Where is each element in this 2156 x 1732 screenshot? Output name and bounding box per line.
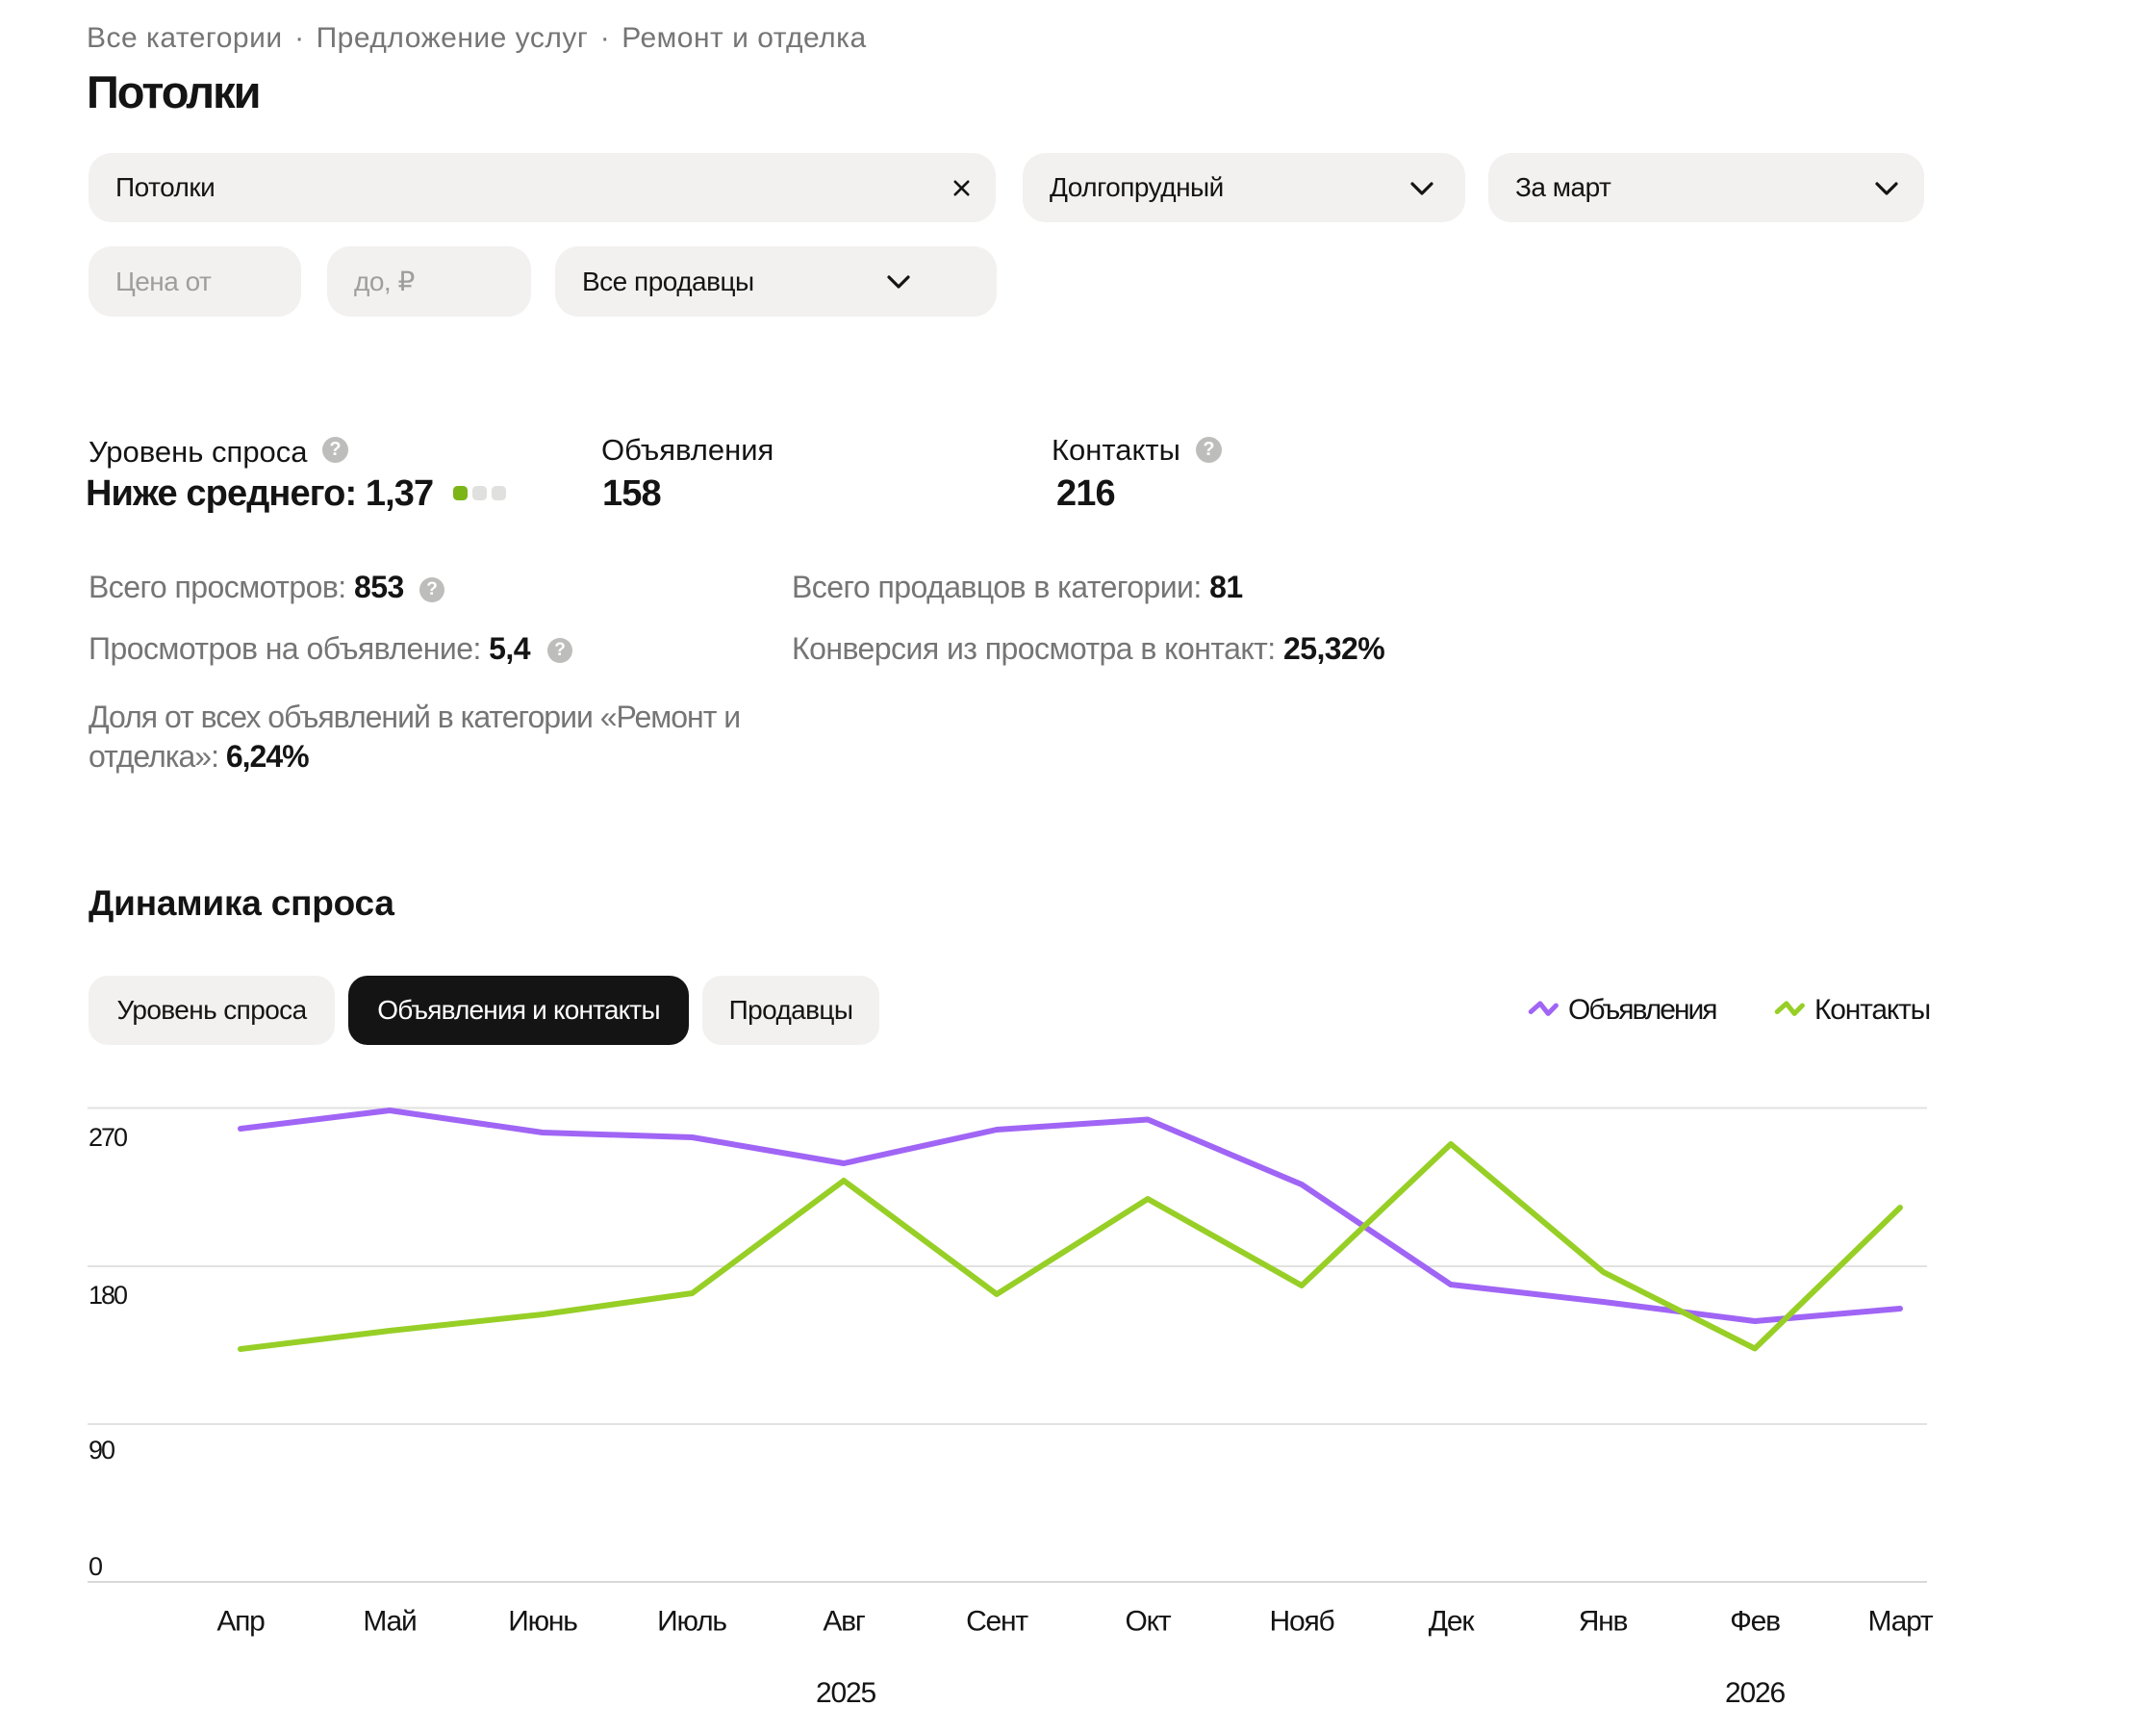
- svg-text:Окт: Окт: [1126, 1606, 1172, 1638]
- svg-text:Сент: Сент: [966, 1606, 1028, 1638]
- svg-text:2026: 2026: [1725, 1677, 1785, 1709]
- svg-text:Авг: Авг: [823, 1606, 866, 1638]
- svg-text:270: 270: [89, 1123, 127, 1152]
- svg-text:Янв: Янв: [1579, 1606, 1628, 1638]
- svg-text:Фев: Фев: [1730, 1606, 1780, 1638]
- svg-text:Июль: Июль: [657, 1606, 726, 1638]
- svg-text:Апр: Апр: [216, 1606, 265, 1638]
- svg-text:Май: Май: [363, 1606, 416, 1638]
- svg-text:Нояб: Нояб: [1270, 1606, 1334, 1638]
- svg-text:0: 0: [89, 1552, 102, 1581]
- svg-text:Июнь: Июнь: [508, 1606, 577, 1638]
- svg-text:Дек: Дек: [1429, 1606, 1476, 1638]
- svg-text:90: 90: [89, 1436, 114, 1465]
- svg-text:Март: Март: [1868, 1606, 1934, 1638]
- svg-text:180: 180: [89, 1281, 127, 1310]
- svg-text:2025: 2025: [816, 1677, 875, 1709]
